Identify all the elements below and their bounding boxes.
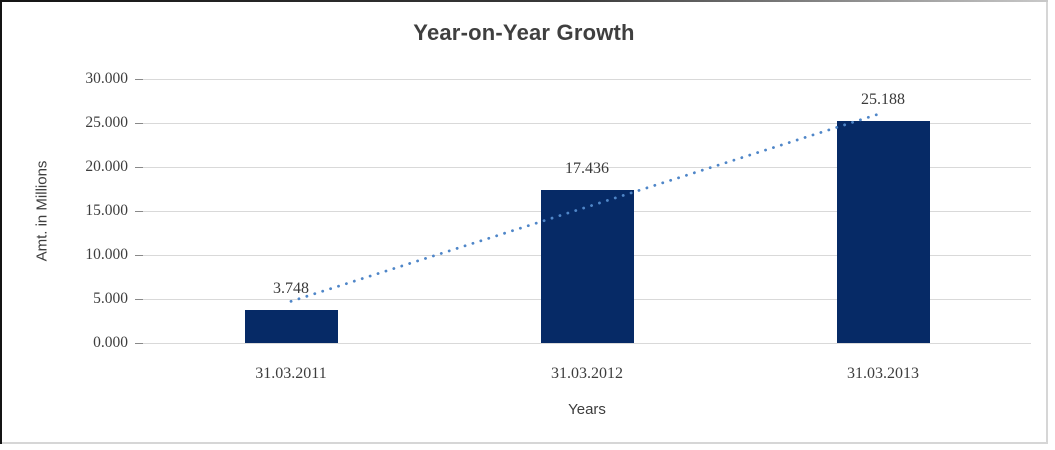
y-tick-label: 5.000 — [93, 290, 128, 307]
x-category-label: 31.03.2011 — [255, 365, 327, 382]
y-tick-label: 15.000 — [85, 202, 128, 219]
y-tick-mark — [135, 123, 143, 124]
bar-data-label: 17.436 — [565, 159, 609, 177]
y-tick-mark — [135, 211, 143, 212]
y-tick-mark — [135, 79, 143, 80]
frame-top-border — [0, 0, 1048, 2]
y-tick-mark — [135, 167, 143, 168]
gridline — [143, 79, 1031, 80]
bar — [540, 189, 634, 343]
y-tick-label: 30.000 — [85, 70, 128, 87]
x-axis-title: Years — [568, 401, 606, 418]
y-tick-label: 25.000 — [85, 114, 128, 131]
y-axis-title: Amt. in Millions — [33, 160, 51, 262]
y-tick-label: 20.000 — [85, 158, 128, 175]
bar-data-label: 3.748 — [273, 280, 309, 298]
chart-title: Year-on-Year Growth — [413, 20, 635, 45]
x-category-label: 31.03.2012 — [551, 365, 623, 382]
bar-data-label: 25.188 — [861, 91, 905, 109]
y-tick-mark — [135, 299, 143, 300]
bar — [244, 310, 338, 343]
bar — [836, 121, 930, 343]
y-tick-label: 0.000 — [93, 334, 128, 351]
y-tick-mark — [135, 343, 143, 344]
frame-left-border — [0, 0, 2, 444]
y-tick-mark — [135, 255, 143, 256]
y-tick-label: 10.000 — [85, 246, 128, 263]
x-category-label: 31.03.2013 — [847, 365, 919, 382]
gridline — [143, 343, 1031, 344]
